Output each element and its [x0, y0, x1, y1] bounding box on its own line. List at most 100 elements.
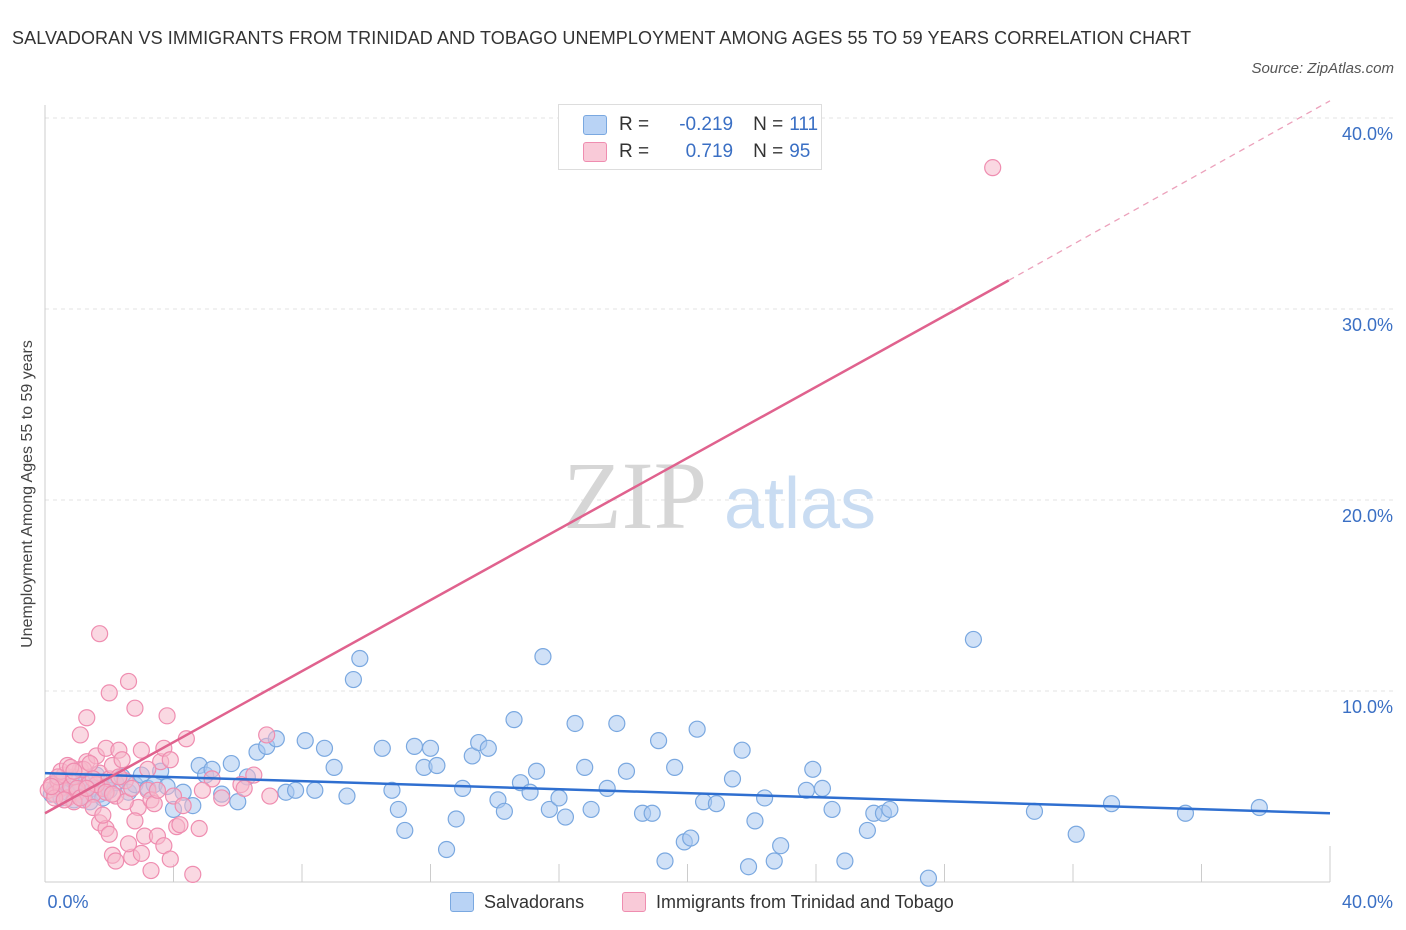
x-tick-label-max: 40.0%	[1342, 892, 1393, 912]
scatter-point	[454, 779, 472, 798]
scatter-point	[142, 861, 160, 880]
bottom-legend-swatch-salvadorans	[450, 892, 474, 912]
scatter-point	[649, 732, 668, 750]
scatter-point	[71, 726, 89, 744]
scatter-point	[656, 852, 674, 870]
scatter-point	[984, 159, 1002, 177]
trend-lines	[44, 100, 1331, 815]
scatter-point	[608, 714, 626, 733]
scatter-point	[78, 709, 96, 727]
scatter-point	[1250, 798, 1268, 817]
y-tick-label: 40.0%	[1342, 124, 1393, 144]
scatter-point	[383, 781, 401, 799]
scatter-point	[566, 714, 584, 733]
scatter-point	[103, 785, 122, 803]
scatter-point	[235, 779, 253, 798]
scatter-point	[344, 670, 362, 689]
scatter-point	[315, 739, 334, 757]
scatter-point	[1102, 795, 1121, 813]
correlation-legend: R = -0.219 N = 111 R = 0.719 N = 95	[558, 104, 822, 170]
scatter-point	[576, 758, 594, 777]
scatter-point	[534, 648, 552, 666]
chart-title: SALVADORAN VS IMMIGRANTS FROM TRINIDAD A…	[12, 28, 1192, 48]
legend-r-label: R =	[619, 114, 650, 135]
scatter-point	[174, 796, 192, 815]
scatter-point	[296, 732, 314, 750]
scatter-point	[755, 789, 774, 807]
scatter-point	[813, 779, 832, 798]
scatter-point	[193, 781, 212, 799]
scatter-point	[184, 865, 202, 883]
scatter-point	[707, 795, 726, 813]
y-tick-label: 30.0%	[1342, 315, 1393, 335]
legend-swatch-trinidad	[583, 142, 607, 162]
scatter-point	[582, 800, 600, 819]
scatter-point	[126, 699, 144, 717]
scatter-point	[723, 770, 742, 788]
bottom-legend-salvadorans: Salvadorans	[450, 888, 584, 916]
tick-labels: 10.0% 20.0% 30.0% 40.0% 0.0% 40.0%	[47, 124, 1393, 912]
scatter-point	[123, 779, 141, 798]
scatter-point	[1025, 802, 1044, 820]
scatter-point	[527, 762, 546, 780]
scatter-point	[739, 858, 758, 876]
legend-n-value: 95	[789, 141, 811, 162]
scatter-point	[113, 751, 131, 769]
trend-line-trinidad	[44, 279, 1010, 815]
bottom-legend-trinidad: Immigrants from Trinidad and Tobago	[622, 888, 954, 916]
trend-line-salvadorans	[44, 771, 1331, 815]
legend-row-salvadorans: R = -0.219 N = 111	[583, 112, 818, 138]
scatter-point	[396, 821, 414, 840]
legend-r-value: -0.219	[679, 114, 734, 135]
scatter-point	[42, 777, 61, 796]
scatter-point	[132, 844, 150, 862]
scatter-point	[119, 672, 138, 691]
scatter-point	[1067, 825, 1085, 843]
legend-n-label: N =	[753, 141, 784, 162]
scatter-point	[94, 806, 112, 824]
bottom-legend-label-salvadorans: Salvadorans	[484, 891, 585, 912]
scatter-point	[919, 869, 938, 887]
axes	[44, 105, 1331, 883]
scatter-point	[505, 711, 523, 729]
scatter-point	[428, 756, 446, 775]
scatter-point	[688, 720, 706, 738]
scatter-point	[306, 781, 324, 799]
scatter-point	[148, 781, 167, 799]
scatter-point	[479, 739, 497, 757]
scatter-point	[550, 789, 568, 807]
source-label: Source: ZipAtlas.com	[1251, 60, 1394, 77]
trend-line-trinidad-extension	[1008, 100, 1331, 281]
scatter-point	[746, 812, 764, 830]
scatter-point	[351, 649, 369, 668]
scatter-point	[540, 800, 558, 819]
scatter-point	[158, 707, 176, 725]
bottom-legend-swatch-trinidad	[622, 892, 646, 912]
watermark: ZIP atlas	[563, 442, 876, 549]
scatter-point	[643, 804, 661, 822]
legend-r-value: 0.719	[685, 141, 734, 162]
scatter-point	[222, 754, 240, 773]
series-salvadorans	[42, 630, 1268, 887]
scatter-point	[521, 783, 539, 801]
legend-n-value: 111	[789, 114, 819, 135]
legend-n-label: N =	[753, 114, 784, 135]
scatter-point	[261, 787, 279, 805]
scatter-point	[682, 829, 700, 847]
scatter-point	[421, 739, 440, 757]
y-axis-label: Unemployment Among Ages 55 to 59 years	[19, 340, 36, 648]
scatter-point	[161, 850, 179, 868]
scatter-point	[258, 726, 276, 744]
scatter-point	[132, 741, 150, 759]
scatter-point	[139, 760, 157, 778]
scatter-point	[286, 781, 305, 799]
scatter-point	[161, 751, 179, 769]
scatter-point	[804, 760, 822, 778]
x-tick-label-min: 0.0%	[47, 892, 88, 912]
scatter-point	[190, 819, 208, 838]
scatter-point	[325, 758, 343, 777]
scatter-point	[772, 837, 790, 855]
watermark-atlas: atlas	[724, 464, 876, 544]
scatter-point	[447, 810, 465, 828]
